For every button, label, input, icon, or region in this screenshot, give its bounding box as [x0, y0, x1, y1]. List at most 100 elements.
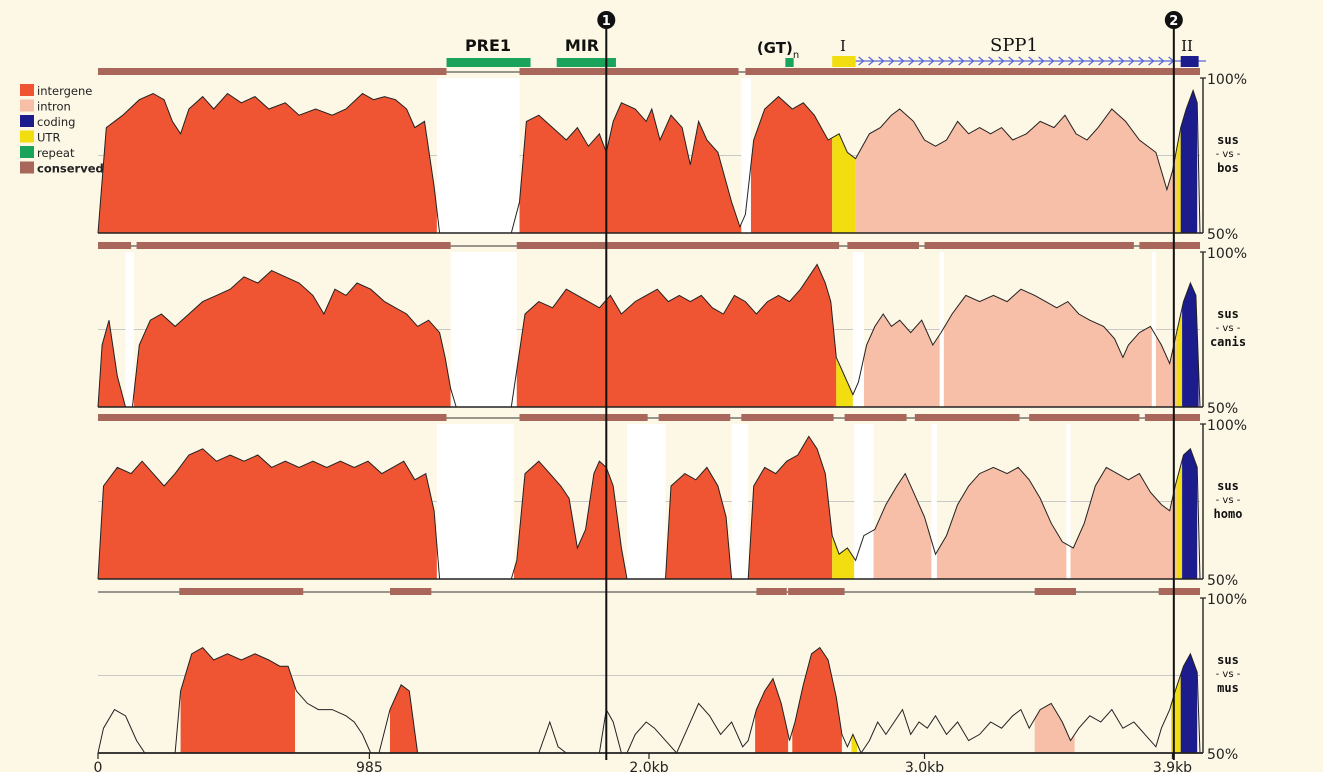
gene-direction-arrow: [908, 56, 915, 66]
gene-direction-arrow: [1068, 56, 1075, 66]
species-label-top: sus: [1217, 653, 1239, 667]
repeat-label-gt: (GT)n: [757, 39, 799, 61]
region-coding: [1180, 653, 1198, 753]
alignment-gap: [731, 424, 749, 579]
gene-label-spp1: SPP1: [990, 35, 1038, 56]
gene-direction-arrow: [918, 56, 925, 66]
species-label-vs: - vs -: [1216, 323, 1241, 334]
conserved-region: [756, 588, 787, 595]
conserved-region: [179, 588, 304, 595]
alignment-gap: [741, 78, 751, 233]
species-label-vs: - vs -: [1216, 149, 1241, 160]
conserved-region: [1029, 414, 1140, 421]
marker-circle-2: [1164, 11, 1183, 29]
gene-direction-arrow: [1018, 56, 1025, 66]
conserved-region: [745, 68, 1200, 75]
exon-2: [1180, 56, 1199, 67]
y-tick-label-50: 50%: [1207, 747, 1238, 763]
exon-1: [832, 56, 856, 67]
alignment-gap: [1151, 252, 1156, 407]
gene-direction-arrow: [858, 56, 865, 66]
y-tick-label-100: 100%: [1207, 72, 1247, 88]
gene-direction-arrow: [1088, 56, 1095, 66]
alignment-gap: [450, 252, 517, 407]
conserved-region: [1034, 588, 1077, 595]
alignment-gap: [436, 78, 520, 233]
conservation-profile-line: [97, 263, 1201, 408]
gene-direction-arrow: [1138, 56, 1145, 66]
conserved-region: [519, 68, 739, 75]
x-axis: 0 985 2.0kb 3.0kb 3.9kb: [94, 752, 1203, 772]
gene-direction-arrow: [988, 56, 995, 66]
repeat-label-mir: MIR: [565, 36, 599, 55]
legend-swatch-conserved: [20, 161, 34, 174]
gene-direction-arrow: [878, 56, 885, 66]
x-tick-label: 985: [356, 760, 383, 772]
annotation-track: PRE1 MIR (GT)n I SPP1 II: [446, 35, 1206, 67]
region-coding: [1182, 448, 1198, 579]
marker-number-2: 2: [1169, 14, 1178, 29]
legend-swatch-repeat: [20, 146, 34, 158]
panel-homo: 100% 50% sus - vs -homo: [97, 414, 1247, 589]
alignment-gap: [939, 252, 944, 407]
gene-direction-arrow: [1158, 56, 1165, 66]
gene-direction-arrow: [898, 56, 905, 66]
gene-direction-arrow: [1108, 56, 1115, 66]
gene-direction-arrow: [1118, 56, 1125, 66]
gene-direction-arrow: [1008, 56, 1015, 66]
species-label-vs: - vs -: [1216, 495, 1241, 506]
gene-direction-arrow: [928, 56, 935, 66]
conserved-region: [136, 242, 451, 249]
alignment-gap: [626, 424, 666, 579]
legend-swatch-UTR: [20, 130, 34, 143]
species-label-top: sus: [1217, 479, 1239, 493]
exon-label-ii: II: [1181, 37, 1193, 55]
conserved-region: [844, 414, 907, 421]
conserved-region: [914, 414, 1020, 421]
conserved-region: [1139, 242, 1200, 249]
legend-label-coding: coding: [37, 115, 75, 129]
conserved-region: [98, 414, 447, 421]
region-intron: [873, 467, 1177, 579]
region-intergene: [180, 647, 295, 753]
region-intergene: [98, 264, 837, 407]
panel-mus: 100% 50% sus - vs -mus: [97, 588, 1247, 763]
x-tick-label: 3.0kb: [905, 760, 944, 772]
gene-direction-arrow: [1048, 56, 1055, 66]
conserved-region: [98, 242, 132, 249]
panel-canis: 100% 50% sus - vs -canis: [97, 242, 1247, 417]
alignment-gap: [1066, 424, 1071, 579]
region-intron: [1034, 703, 1075, 753]
repeat-label-pre1: PRE1: [465, 36, 511, 55]
conservation-profile-line: [97, 435, 1201, 580]
gene-direction-arrow: [968, 56, 975, 66]
y-tick-label-50: 50%: [1207, 227, 1238, 243]
alignment-gap: [852, 252, 864, 407]
conserved-region: [519, 414, 648, 421]
conserved-region: [516, 242, 840, 249]
y-tick-label-100: 100%: [1207, 592, 1247, 608]
region-coding: [1180, 90, 1198, 234]
conserved-region: [98, 68, 447, 75]
legend-label-repeat: repeat: [37, 146, 75, 160]
gene-direction-arrow: [998, 56, 1005, 66]
conserved-region: [1144, 414, 1200, 421]
region-UTR: [832, 133, 856, 233]
gene-direction-arrow: [1078, 56, 1085, 66]
alignment-gap: [436, 424, 515, 579]
conserved-region: [788, 588, 845, 595]
conserved-region: [658, 414, 731, 421]
species-label-bottom: bos: [1217, 161, 1239, 175]
repeat-label-gt-subscript: n: [793, 50, 799, 61]
gene-direction-arrow: [1148, 56, 1155, 66]
x-tick-label: 3.9kb: [1153, 760, 1192, 772]
gene-direction-arrow: [1038, 56, 1045, 66]
y-tick-label-100: 100%: [1207, 246, 1247, 262]
conserved-region: [1158, 588, 1200, 595]
region-intron: [855, 109, 1177, 233]
region-UTR: [851, 734, 857, 753]
